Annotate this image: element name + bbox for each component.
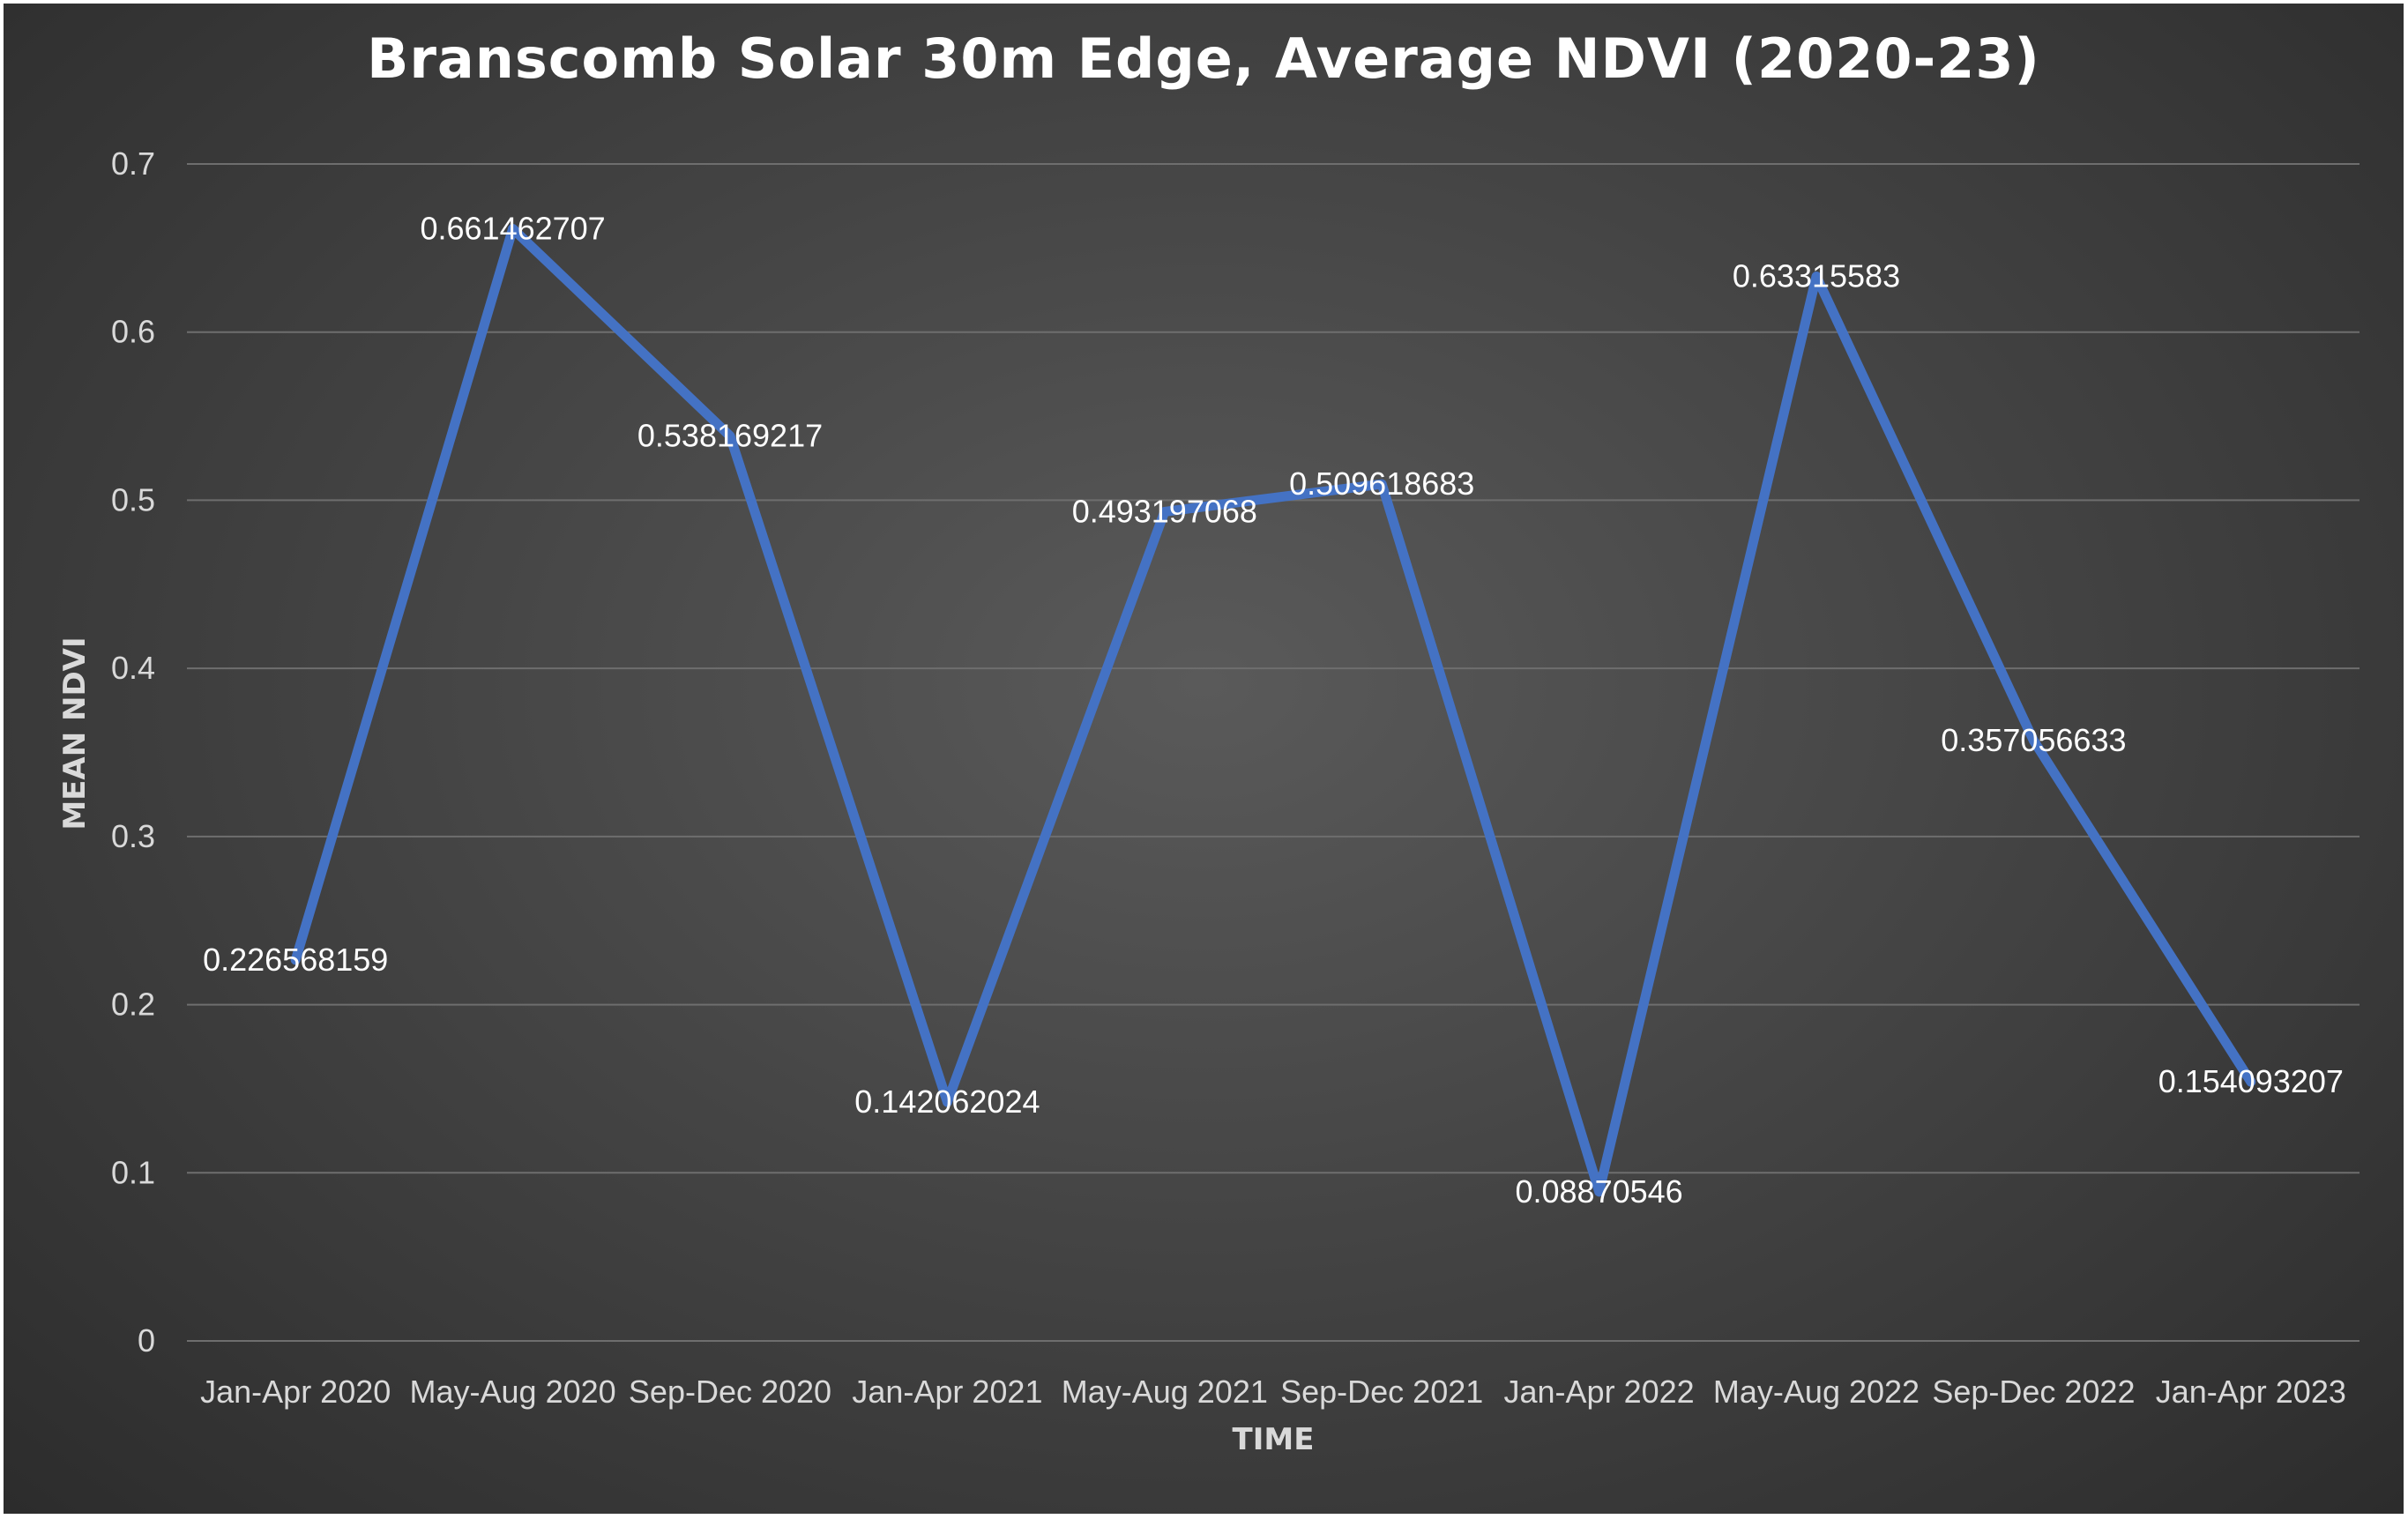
series-line bbox=[290, 224, 2256, 1197]
data-point bbox=[946, 1101, 949, 1104]
x-tick-label: May-Aug 2021 bbox=[1062, 1374, 1268, 1410]
y-tick-label: 0.5 bbox=[111, 481, 155, 518]
data-label: 0.226568159 bbox=[203, 942, 388, 978]
y-tick-label: 0.4 bbox=[111, 650, 155, 686]
data-point bbox=[1598, 1190, 1600, 1193]
data-label: 0.08870546 bbox=[1515, 1173, 1682, 1210]
data-label: 0.142062024 bbox=[854, 1083, 1040, 1120]
y-tick-label: 0.6 bbox=[111, 314, 155, 350]
chart-title: Branscomb Solar 30m Edge, Average NDVI (… bbox=[367, 26, 2040, 91]
data-label: 0.538169217 bbox=[637, 418, 823, 454]
data-label: 0.509618683 bbox=[1289, 465, 1474, 502]
x-tick-label: May-Aug 2022 bbox=[1713, 1374, 1920, 1410]
data-point bbox=[2032, 740, 2035, 742]
x-tick-label: Jan-Apr 2023 bbox=[2156, 1374, 2346, 1410]
y-tick-label: 0.1 bbox=[111, 1154, 155, 1190]
data-point bbox=[511, 227, 514, 230]
data-point bbox=[729, 435, 731, 437]
x-tick-label: May-Aug 2020 bbox=[410, 1374, 616, 1410]
data-label: 0.154093207 bbox=[2158, 1063, 2344, 1099]
data-labels: 0.226568159 0.661462707 0.538169217 0.14206… bbox=[203, 210, 2344, 1209]
x-tick-label: Jan-Apr 2022 bbox=[1504, 1374, 1695, 1410]
data-label: 0.63315583 bbox=[1733, 257, 1900, 294]
y-tick-label: 0.3 bbox=[111, 818, 155, 854]
data-point bbox=[1163, 510, 1166, 513]
data-point bbox=[1381, 483, 1383, 486]
y-tick-label: 0.7 bbox=[111, 145, 155, 182]
y-axis-tick-labels: 0 0.1 0.2 0.3 0.4 0.5 0.6 0.7 bbox=[111, 145, 155, 1359]
chart-area: Branscomb Solar 30m Edge, Average NDVI (… bbox=[4, 4, 2404, 1514]
x-tick-label: Jan-Apr 2021 bbox=[852, 1374, 1042, 1410]
x-tick-label: Sep-Dec 2022 bbox=[1932, 1374, 2135, 1410]
x-axis-tick-labels: Jan-Apr 2020 May-Aug 2020 Sep-Dec 2020 Jan-… bbox=[200, 1374, 2346, 1410]
data-point bbox=[2249, 1081, 2252, 1083]
data-label: 0.357056633 bbox=[1941, 722, 2126, 758]
y-tick-label: 0.2 bbox=[111, 987, 155, 1023]
series-group bbox=[290, 224, 2256, 1197]
data-point bbox=[1815, 275, 1817, 278]
x-tick-label: Sep-Dec 2020 bbox=[629, 1374, 831, 1410]
data-label: 0.493197068 bbox=[1072, 493, 1257, 529]
data-label: 0.661462707 bbox=[420, 210, 605, 246]
x-tick-label: Sep-Dec 2021 bbox=[1280, 1374, 1483, 1410]
x-tick-label: Jan-Apr 2020 bbox=[200, 1374, 391, 1410]
y-axis-title: MEAN NDVI bbox=[57, 637, 93, 830]
line-chart: Branscomb Solar 30m Edge, Average NDVI (… bbox=[57, 26, 2360, 1457]
data-point bbox=[294, 958, 297, 961]
y-tick-label: 0 bbox=[138, 1322, 155, 1359]
x-axis-title: TIME bbox=[1233, 1422, 1315, 1457]
